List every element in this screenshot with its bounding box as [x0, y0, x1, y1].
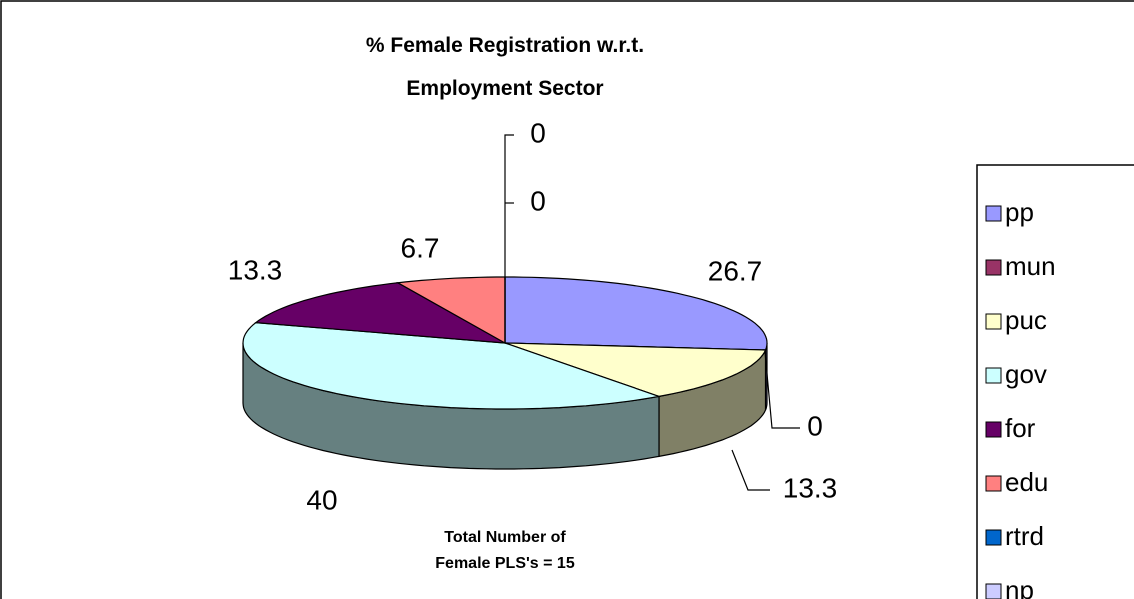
legend-label: np — [1005, 575, 1034, 599]
data-label: 0 — [530, 185, 546, 216]
legend-swatch — [985, 205, 1002, 222]
legend-swatch — [985, 475, 1002, 492]
legend-label: mun — [1005, 251, 1056, 281]
leader-line — [731, 449, 770, 491]
data-label: 40 — [306, 484, 337, 515]
pie-slice — [242, 321, 662, 410]
pie-slice — [254, 282, 506, 344]
legend-swatch — [985, 259, 1002, 276]
chart-title: % Female Registration w.r.t. Employment … — [365, 34, 645, 100]
annotation: Total Number of Female PLS's = 15 — [435, 529, 575, 572]
legend-label: for — [1005, 413, 1036, 443]
legend-swatch — [985, 583, 1002, 599]
pie-sides — [242, 342, 768, 470]
data-label: 26.7 — [708, 255, 763, 286]
legend-label: pp — [1005, 197, 1034, 227]
pie-slice — [395, 276, 506, 345]
data-label: 6.7 — [401, 232, 440, 263]
data-label: 0 — [530, 117, 546, 148]
leader-line — [504, 134, 514, 280]
data-label: 13.3 — [228, 254, 283, 285]
legend-swatch — [985, 313, 1002, 330]
legend-label: edu — [1005, 467, 1048, 497]
legend-swatch — [985, 529, 1002, 546]
legend-label: gov — [1005, 359, 1047, 389]
legend-swatch — [985, 421, 1002, 438]
leader-lines — [504, 134, 800, 491]
leader-line — [764, 351, 800, 429]
legend-swatch — [985, 367, 1002, 384]
pie-slice — [504, 276, 768, 351]
pie-tops — [242, 276, 768, 410]
data-labels: 26.7 0 13.3 40 13.3 6.7 0 0 — [228, 117, 838, 515]
legend-label: puc — [1005, 305, 1047, 335]
legend-box — [976, 164, 1134, 599]
data-label: 13.3 — [783, 472, 838, 503]
legend-label: rtrd — [1005, 521, 1044, 551]
pie-slice — [504, 342, 767, 398]
data-label: 0 — [807, 410, 823, 441]
legend: pp mun puc gov for edu rtrd np — [985, 197, 1056, 599]
